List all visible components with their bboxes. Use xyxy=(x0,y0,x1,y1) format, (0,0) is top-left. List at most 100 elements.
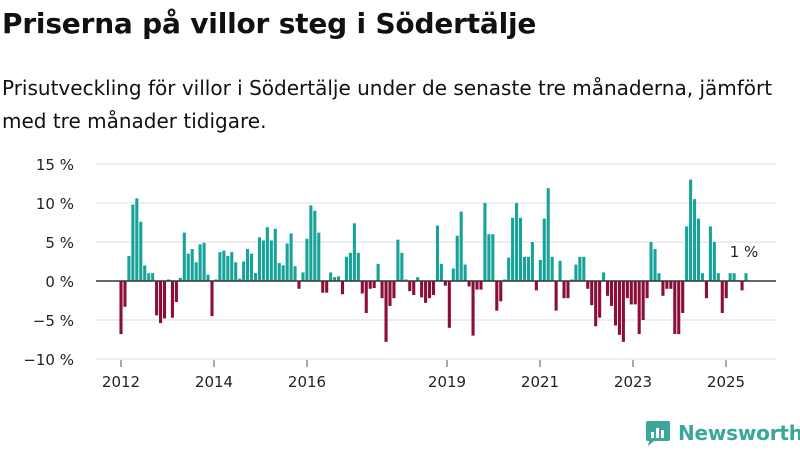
bar xyxy=(625,281,629,299)
bar xyxy=(637,281,641,335)
bar xyxy=(562,281,566,299)
bar xyxy=(518,217,523,281)
chart-subtitle: Prisutveckling för villor i Södertälje u… xyxy=(2,76,773,133)
bar xyxy=(273,228,277,281)
bar xyxy=(123,281,127,307)
bar xyxy=(578,256,582,281)
bar xyxy=(424,281,428,303)
brand-name: Newsworthy xyxy=(678,421,800,445)
x-axis: 2012 2014 2016 2019 2021 2023 2025 xyxy=(102,360,745,391)
bar xyxy=(708,226,712,281)
bar xyxy=(665,281,669,289)
bar xyxy=(689,179,693,281)
bar xyxy=(455,235,459,281)
bar xyxy=(265,227,269,281)
bar xyxy=(412,281,416,296)
bar xyxy=(459,211,463,281)
bar xyxy=(392,281,396,299)
bar xyxy=(491,234,495,281)
bar xyxy=(135,198,139,281)
bar xyxy=(297,281,301,289)
bar xyxy=(127,256,131,281)
gridlines xyxy=(96,163,776,360)
bar xyxy=(337,276,341,281)
bar xyxy=(435,225,439,281)
bar xyxy=(356,252,360,281)
bar xyxy=(293,266,297,281)
bar xyxy=(503,279,507,281)
bar xyxy=(344,256,349,281)
bar xyxy=(246,249,250,281)
bar xyxy=(522,256,527,281)
bar xyxy=(131,204,135,281)
bar xyxy=(289,233,293,281)
bar xyxy=(170,281,174,318)
bar xyxy=(400,252,404,281)
bar xyxy=(404,279,408,281)
bar xyxy=(234,262,238,281)
bar xyxy=(606,281,610,296)
y-tick-label: 15 % xyxy=(36,156,74,174)
bar xyxy=(463,264,467,281)
bars xyxy=(119,179,748,342)
bar xyxy=(416,277,420,281)
bar xyxy=(348,252,352,281)
bar xyxy=(190,249,194,281)
y-tick-label: −5 % xyxy=(33,312,74,330)
bar xyxy=(139,221,143,281)
bar xyxy=(602,272,606,281)
y-axis: 15 % 10 % 5 % 0 % −5 % −10 % xyxy=(23,156,74,369)
bar xyxy=(534,281,538,291)
bar xyxy=(661,281,665,296)
bar xyxy=(408,281,412,292)
bar xyxy=(657,273,661,281)
bar xyxy=(645,281,649,299)
bar xyxy=(495,281,499,311)
bar xyxy=(443,281,447,286)
bar xyxy=(566,281,570,299)
bar xyxy=(329,272,333,281)
bar xyxy=(681,281,685,313)
bar xyxy=(609,281,614,306)
bar xyxy=(242,261,246,281)
bar xyxy=(439,263,443,281)
bar xyxy=(301,272,305,281)
bar xyxy=(720,281,724,313)
bar xyxy=(716,273,720,281)
bar xyxy=(206,274,210,281)
bar xyxy=(574,264,578,281)
bar xyxy=(222,250,226,281)
bar xyxy=(507,257,511,281)
bar xyxy=(325,281,329,293)
bar xyxy=(147,273,151,281)
newsworthy-logo-icon xyxy=(646,421,670,446)
bar xyxy=(269,240,273,281)
bar xyxy=(712,242,716,281)
bar xyxy=(368,281,372,289)
bar xyxy=(372,281,376,289)
bar xyxy=(732,273,736,281)
bar xyxy=(558,260,562,281)
bar xyxy=(483,203,487,281)
bar xyxy=(621,281,625,342)
bar xyxy=(198,244,202,281)
bar xyxy=(693,199,697,281)
bar xyxy=(467,281,471,287)
bar xyxy=(202,242,206,281)
bar xyxy=(542,218,546,281)
bar xyxy=(428,281,432,299)
x-tick-label: 2023 xyxy=(614,373,652,391)
bar xyxy=(281,265,285,281)
y-tick-label: 10 % xyxy=(36,195,74,213)
bar xyxy=(277,263,281,281)
bar xyxy=(451,268,455,281)
bar xyxy=(119,281,123,335)
bar xyxy=(499,281,503,302)
bar xyxy=(629,281,633,305)
bar xyxy=(649,242,653,281)
bar xyxy=(143,265,147,281)
bar xyxy=(431,281,436,296)
bar xyxy=(590,281,594,306)
bar xyxy=(673,281,677,335)
bar xyxy=(511,217,515,281)
